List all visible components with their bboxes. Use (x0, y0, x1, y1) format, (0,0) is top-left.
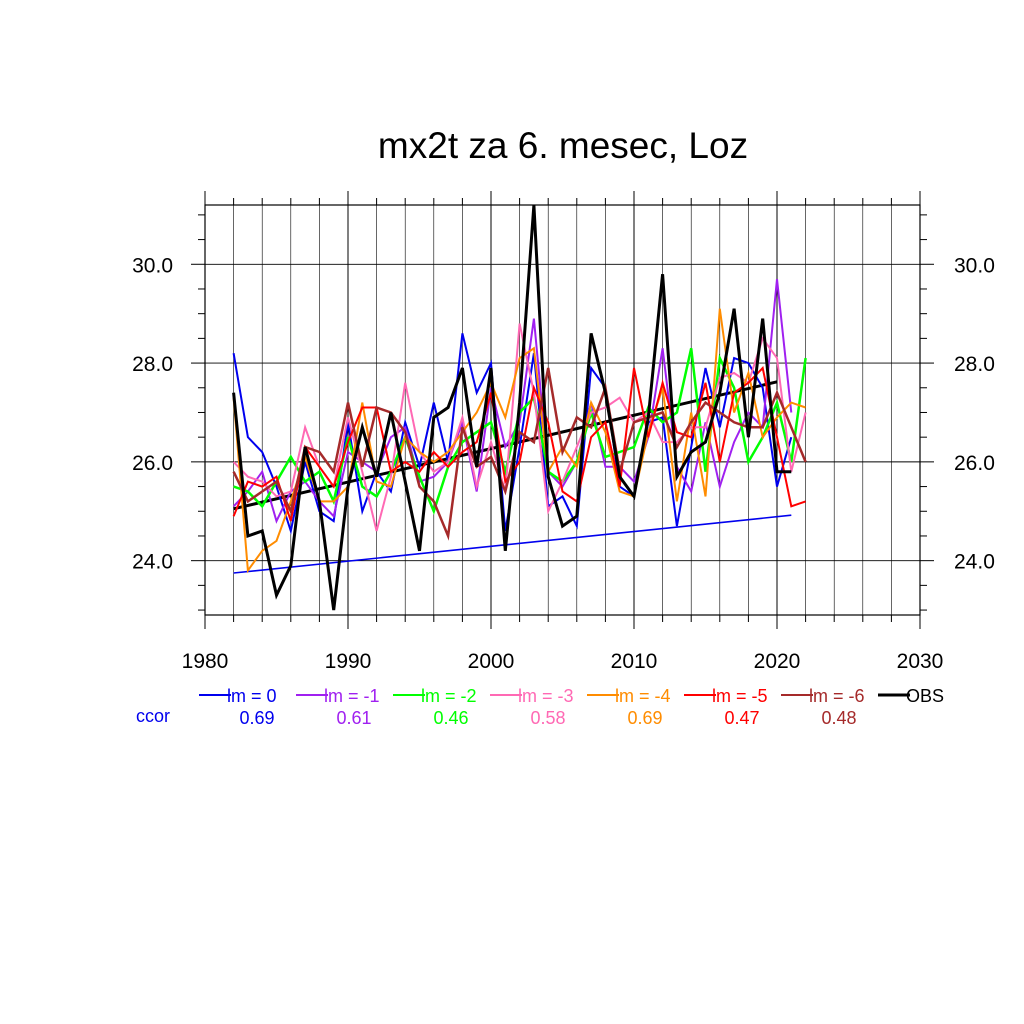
legend-label: lm = -5 (712, 686, 768, 706)
y-tick-label-left: 26.0 (132, 452, 173, 475)
ccor-value: 0.46 (433, 708, 468, 728)
series-line (232, 308, 806, 574)
series-line (232, 204, 792, 611)
ccor-value: 0.47 (724, 708, 759, 728)
series-line (232, 365, 806, 522)
x-tick-label: 1980 (182, 650, 229, 673)
legend-label: OBS (906, 686, 944, 706)
x-tick-label: 1990 (325, 650, 372, 673)
series-line (232, 367, 807, 541)
y-tick-label-left: 28.0 (132, 353, 173, 376)
ccor-value: 0.58 (530, 708, 565, 728)
legend-label: lm = -4 (615, 686, 671, 706)
chart-title: mx2t za 6. mesec, Loz (378, 125, 748, 166)
y-tick-label-right: 28.0 (954, 353, 995, 376)
grid-lines (205, 205, 920, 615)
data-series (232, 204, 807, 611)
ccor-label: ccor (136, 706, 170, 726)
y-tick-label-left: 24.0 (132, 551, 173, 574)
ccor-value: 0.69 (239, 708, 274, 728)
x-tick-label: 2000 (468, 650, 515, 673)
axis-ticks (191, 191, 934, 629)
trend-line (233, 514, 792, 574)
y-tick-label-right: 24.0 (954, 551, 995, 574)
ccor-value: 0.48 (821, 708, 856, 728)
x-tick-label: 2020 (754, 650, 801, 673)
legend-label: lm = -3 (518, 686, 574, 706)
legend-label: lm = 0 (227, 686, 277, 706)
x-tick-label: 2030 (897, 650, 944, 673)
x-tick-labels: 1980 1990 2000 2010 2020 2030 (182, 650, 944, 673)
x-tick-label: 2010 (611, 650, 658, 673)
ccor-value: 0.69 (627, 708, 662, 728)
y-tick-label-left: 30.0 (132, 254, 173, 277)
y-tick-label-right: 26.0 (954, 452, 995, 475)
y-tick-labels: 24.0 24.0 26.0 26.0 28.0 28.0 30.0 30.0 (132, 254, 995, 573)
y-tick-label-right: 30.0 (954, 254, 995, 277)
legend-label: lm = -6 (809, 686, 865, 706)
legend-label: lm = -2 (421, 686, 477, 706)
plot-frame (204, 204, 921, 616)
legend-label: lm = -1 (324, 686, 380, 706)
ccor-value: 0.61 (336, 708, 371, 728)
